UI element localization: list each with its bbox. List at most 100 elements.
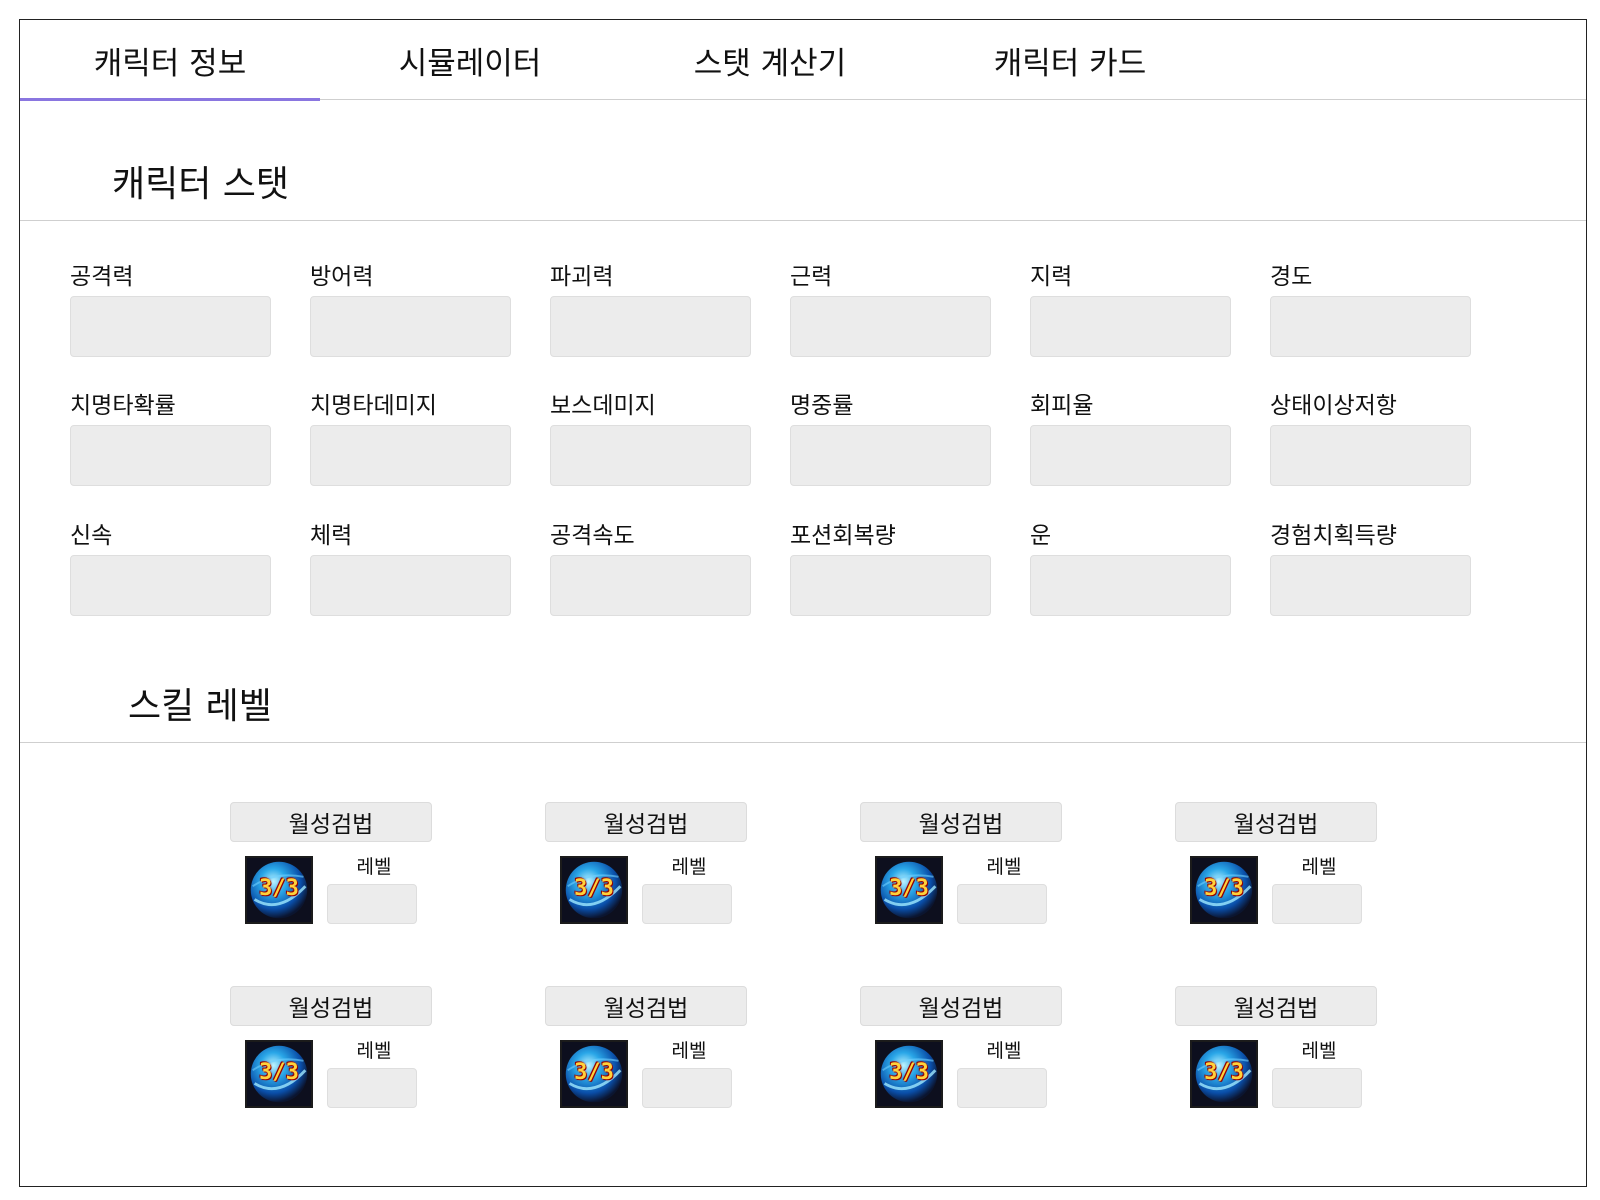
- stat-field: 치명타확률: [70, 391, 271, 486]
- stat-label: 보스데미지: [550, 393, 656, 419]
- skill-name-button[interactable]: 월성검법: [860, 986, 1062, 1026]
- tab-stat-calculator[interactable]: 스탯 계산기: [693, 45, 847, 82]
- skill-icon-text: 3/3: [574, 876, 614, 901]
- skill-level-label: 레벨: [356, 856, 392, 878]
- skill-icon-text: 3/3: [889, 1060, 929, 1085]
- stat-input[interactable]: [70, 296, 271, 357]
- stat-input[interactable]: [70, 425, 271, 486]
- stat-field: 상태이상저항: [1270, 391, 1471, 486]
- skill-name-button[interactable]: 월성검법: [230, 986, 432, 1026]
- stat-label: 근력: [790, 264, 833, 290]
- skill-orb-icon: 3/3: [875, 856, 943, 924]
- skill-level-input[interactable]: [327, 1068, 417, 1108]
- stat-input[interactable]: [70, 555, 271, 616]
- stat-label: 신속: [70, 523, 113, 549]
- stat-input[interactable]: [310, 425, 511, 486]
- tab-bar: 캐릭터 정보 시뮬레이터 스탯 계산기 캐릭터 카드: [20, 20, 1586, 101]
- skill-level-input[interactable]: [957, 1068, 1047, 1108]
- stat-input[interactable]: [1030, 425, 1231, 486]
- stat-input[interactable]: [310, 296, 511, 357]
- stat-input[interactable]: [550, 296, 751, 357]
- stat-field: 명중률: [790, 391, 991, 486]
- skill-level-label: 레벨: [356, 1040, 392, 1062]
- stats-section-divider: [20, 220, 1586, 221]
- skill-name-button[interactable]: 월성검법: [545, 802, 747, 842]
- stat-input[interactable]: [790, 555, 991, 616]
- skill-icon-text: 3/3: [889, 876, 929, 901]
- skill-level-input[interactable]: [957, 884, 1047, 924]
- tab-character-card[interactable]: 캐릭터 카드: [993, 45, 1147, 82]
- stat-field: 신속: [70, 521, 271, 616]
- stat-label: 공격력: [70, 264, 134, 290]
- stat-label: 체력: [310, 523, 353, 549]
- app-frame: 캐릭터 정보 시뮬레이터 스탯 계산기 캐릭터 카드 캐릭터 스탯 공격력 방어…: [19, 19, 1587, 1187]
- stat-input[interactable]: [790, 425, 991, 486]
- skill-level-label: 레벨: [1301, 1040, 1337, 1062]
- stat-input[interactable]: [550, 425, 751, 486]
- stat-field: 경험치획득량: [1270, 521, 1471, 616]
- stat-input[interactable]: [790, 296, 991, 357]
- skill-name-button[interactable]: 월성검법: [545, 986, 747, 1026]
- stat-input[interactable]: [1270, 296, 1471, 357]
- skill-name-button[interactable]: 월성검법: [1175, 802, 1377, 842]
- skill-orb-icon: 3/3: [1190, 1040, 1258, 1108]
- stat-field: 체력: [310, 521, 511, 616]
- skill-level-label: 레벨: [1301, 856, 1337, 878]
- skill-orb-icon: 3/3: [245, 1040, 313, 1108]
- skill-level-label: 레벨: [986, 1040, 1022, 1062]
- skill-level-input[interactable]: [642, 1068, 732, 1108]
- skill-card: 월성검법 3/3: [860, 986, 1062, 1110]
- tab-character-info[interactable]: 캐릭터 정보: [20, 20, 320, 101]
- tab-simulator[interactable]: 시뮬레이터: [398, 45, 542, 82]
- stat-field: 방어력: [310, 262, 511, 357]
- stat-field: 공격력: [70, 262, 271, 357]
- skill-icon-text: 3/3: [574, 1060, 614, 1085]
- stat-input[interactable]: [550, 555, 751, 616]
- stat-label: 명중률: [790, 393, 854, 419]
- stat-label: 경도: [1270, 264, 1313, 290]
- stat-input[interactable]: [310, 555, 511, 616]
- stat-label: 지력: [1030, 264, 1073, 290]
- stat-label: 운: [1030, 523, 1052, 549]
- stat-label: 공격속도: [550, 523, 635, 549]
- skill-icon-text: 3/3: [259, 1060, 299, 1085]
- skill-level-input[interactable]: [327, 884, 417, 924]
- skill-icon-text: 3/3: [1204, 876, 1244, 901]
- skill-level-label: 레벨: [671, 1040, 707, 1062]
- stats-section-title: 캐릭터 스탯: [112, 164, 290, 205]
- skill-orb-icon: 3/3: [560, 1040, 628, 1108]
- stat-label: 상태이상저항: [1270, 393, 1397, 419]
- stat-field: 회피율: [1030, 391, 1231, 486]
- stat-field: 공격속도: [550, 521, 751, 616]
- skill-orb-icon: 3/3: [245, 856, 313, 924]
- stat-field: 포션회복량: [790, 521, 991, 616]
- stat-field: 경도: [1270, 262, 1471, 357]
- skill-name-button[interactable]: 월성검법: [1175, 986, 1377, 1026]
- skill-orb-icon: 3/3: [560, 856, 628, 924]
- stat-field: 운: [1030, 521, 1231, 616]
- skill-name-button[interactable]: 월성검법: [860, 802, 1062, 842]
- skill-level-label: 레벨: [986, 856, 1022, 878]
- stat-label: 파괴력: [550, 264, 614, 290]
- skill-level-input[interactable]: [1272, 884, 1362, 924]
- stat-input[interactable]: [1030, 296, 1231, 357]
- skill-name-button[interactable]: 월성검법: [230, 802, 432, 842]
- stat-field: 근력: [790, 262, 991, 357]
- stat-field: 지력: [1030, 262, 1231, 357]
- stat-label: 경험치획득량: [1270, 523, 1397, 549]
- stat-input[interactable]: [1270, 555, 1471, 616]
- stat-label: 방어력: [310, 264, 374, 290]
- skill-card: 월성검법 3/3: [545, 802, 747, 926]
- skill-card: 월성검법 3/3: [1175, 802, 1377, 926]
- skill-level-input[interactable]: [642, 884, 732, 924]
- stat-input[interactable]: [1030, 555, 1231, 616]
- skill-card: 월성검법 3/3: [545, 986, 747, 1110]
- skill-icon-text: 3/3: [259, 876, 299, 901]
- stat-input[interactable]: [1270, 425, 1471, 486]
- skills-section-divider: [20, 742, 1586, 743]
- stat-field: 보스데미지: [550, 391, 751, 486]
- skill-card: 월성검법 3/3: [1175, 986, 1377, 1110]
- skill-level-input[interactable]: [1272, 1068, 1362, 1108]
- skill-level-label: 레벨: [671, 856, 707, 878]
- skill-card: 월성검법 3/3: [230, 986, 432, 1110]
